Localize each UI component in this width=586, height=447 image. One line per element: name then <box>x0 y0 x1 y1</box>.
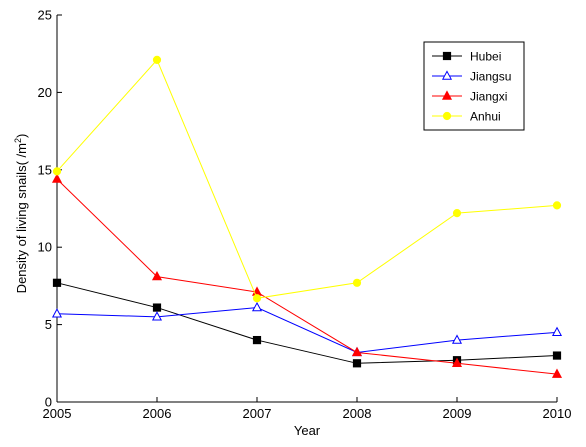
data-point-jiangxi <box>151 270 163 281</box>
y-tick-label: 15 <box>38 162 52 177</box>
data-point-anhui <box>552 201 562 210</box>
legend-item-anhui: Anhui <box>432 110 501 124</box>
legend-label-jiangsu: Jiangsu <box>470 70 511 84</box>
data-point-anhui <box>52 167 62 176</box>
data-point-jiangsu <box>251 301 263 312</box>
series-layer <box>51 55 563 378</box>
y-tick-label: 5 <box>45 317 52 332</box>
x-tick-label: 2007 <box>243 406 272 421</box>
legend-item-jiangxi: Jiangxi <box>432 90 507 104</box>
data-point-hubei <box>52 278 62 287</box>
data-point-jiangxi <box>451 357 463 367</box>
x-tick-label: 2008 <box>343 406 372 421</box>
legend-label-hubei: Hubei <box>470 50 501 64</box>
data-point-anhui <box>252 294 262 303</box>
series-anhui <box>52 55 562 303</box>
axes-layer: 0 5 10 15 20 25 2005 2006 2007 2008 2009 2010 <box>38 8 572 422</box>
y-tick-label: 25 <box>38 8 52 23</box>
legend-marker-jiangxi <box>441 90 453 100</box>
x-tick-label: 2005 <box>43 406 72 421</box>
legend: Hubei Jiangsu Jiangxi Anhui <box>423 41 525 131</box>
y-axis-title-main: Density of living snails( /m <box>14 143 29 293</box>
series-line-jiangxi <box>56 178 558 375</box>
y-axis-title-close: ) <box>14 134 29 138</box>
data-point-jiangxi <box>551 368 563 378</box>
data-point-anhui <box>152 55 162 64</box>
series-line-anhui <box>56 58 558 299</box>
data-point-anhui <box>352 278 362 287</box>
x-tick-label: 2010 <box>543 406 572 421</box>
legend-marker-hubei <box>442 51 452 61</box>
data-point-jiangsu <box>51 308 63 318</box>
data-point-hubei <box>152 303 162 312</box>
y-axis-title: Density of living snails( /m2) <box>13 134 29 294</box>
data-point-hubei <box>252 335 262 345</box>
legend-marker-jiangsu <box>441 70 453 80</box>
legend-marker-anhui <box>442 111 452 121</box>
series-hubei <box>52 278 562 368</box>
data-point-hubei <box>352 359 362 368</box>
legend-label-jiangxi: Jiangxi <box>470 90 507 104</box>
x-tick-label: 2006 <box>143 406 172 421</box>
y-tick-label: 20 <box>38 85 52 100</box>
legend-item-hubei: Hubei <box>432 50 501 64</box>
data-point-jiangxi <box>51 173 63 183</box>
data-point-jiangsu <box>151 311 163 321</box>
legend-item-jiangsu: Jiangsu <box>432 70 511 84</box>
y-axis-title-superscript: 2 <box>13 138 23 143</box>
data-point-jiangsu <box>551 326 563 337</box>
y-tick-label: 0 <box>45 395 52 410</box>
legend-label-anhui: Anhui <box>470 110 501 124</box>
series-line-hubei <box>56 282 558 364</box>
data-point-hubei <box>552 351 562 360</box>
y-tick-label: 10 <box>38 240 52 255</box>
series-jiangsu <box>51 301 563 357</box>
legend-box <box>423 41 525 131</box>
series-jiangxi <box>51 173 563 378</box>
data-point-anhui <box>452 209 462 218</box>
data-point-jiangsu <box>451 334 463 344</box>
x-tick-label: 2009 <box>443 406 472 421</box>
series-line-jiangsu <box>56 307 558 353</box>
data-point-jiangxi <box>351 346 363 357</box>
x-axis-title: Year <box>294 423 321 438</box>
